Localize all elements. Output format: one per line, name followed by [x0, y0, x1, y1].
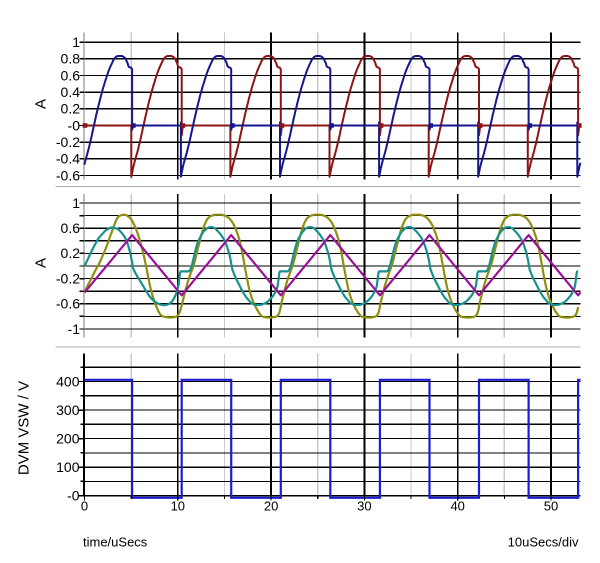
- svg-text:-0.4: -0.4: [56, 151, 80, 167]
- svg-text:0.6: 0.6: [61, 220, 81, 236]
- svg-text:0: 0: [81, 499, 88, 514]
- svg-text:40: 40: [450, 499, 464, 514]
- svg-text:0.2: 0.2: [61, 245, 81, 261]
- svg-text:200: 200: [56, 430, 80, 446]
- svg-text:1: 1: [72, 195, 80, 211]
- svg-text:-0.6: -0.6: [56, 296, 80, 312]
- svg-text:time/uSecs: time/uSecs: [83, 535, 148, 550]
- svg-text:1: 1: [72, 34, 80, 50]
- svg-text:0.4: 0.4: [61, 84, 81, 100]
- svg-text:0.6: 0.6: [61, 67, 81, 83]
- svg-text:-0.2: -0.2: [56, 134, 80, 150]
- svg-text:A: A: [33, 99, 50, 109]
- svg-text:10uSecs/div: 10uSecs/div: [508, 535, 579, 550]
- svg-text:20: 20: [264, 499, 278, 514]
- svg-text:300: 300: [56, 402, 80, 418]
- svg-text:-0: -0: [68, 117, 81, 133]
- svg-text:-1: -1: [68, 321, 81, 337]
- svg-text:-0: -0: [67, 488, 80, 504]
- svg-text:A: A: [33, 258, 50, 268]
- svg-text:-0.2: -0.2: [56, 270, 80, 286]
- svg-text:400: 400: [56, 373, 80, 389]
- svg-text:100: 100: [56, 459, 80, 475]
- svg-text:50: 50: [544, 499, 558, 514]
- svg-text:30: 30: [357, 499, 371, 514]
- svg-text:DVM VSW / V: DVM VSW / V: [16, 381, 33, 475]
- svg-text:-0.6: -0.6: [56, 167, 80, 183]
- svg-text:0.2: 0.2: [61, 101, 81, 117]
- svg-text:10: 10: [171, 499, 185, 514]
- svg-text:0.8: 0.8: [61, 51, 81, 67]
